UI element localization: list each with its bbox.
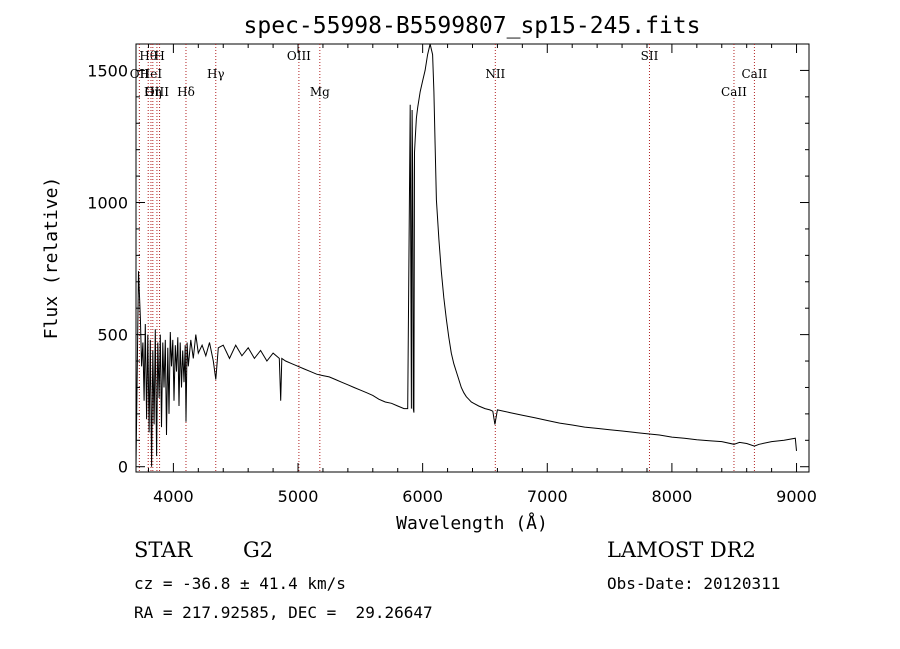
chart-title: spec-55998-B5599807_sp15-245.fits <box>244 13 701 39</box>
y-tick-label: 1000 <box>87 194 128 213</box>
line-marker-label: OIII <box>145 85 169 99</box>
redshift-text: cz = -36.8 ± 41.4 km/s <box>134 574 346 593</box>
object-class: STAR <box>134 538 193 562</box>
line-marker-label: Hδ <box>177 85 195 99</box>
line-marker-label: Mg <box>310 85 330 99</box>
line-marker-label: Hη <box>144 85 162 99</box>
line-marker-label: CaII <box>741 67 767 81</box>
line-marker-label: CaII <box>721 85 747 99</box>
line-marker-label: NII <box>485 67 505 81</box>
line-marker-label: OIII <box>287 49 311 63</box>
x-tick-label: 9000 <box>776 487 817 506</box>
survey-label: LAMOST DR2 <box>607 538 756 562</box>
x-tick-label: 7000 <box>527 487 568 506</box>
y-tick-label: 1500 <box>87 61 128 80</box>
coordinates-text: RA = 217.92585, DEC = 29.26647 <box>134 603 433 622</box>
obs-date-text: Obs-Date: 20120311 <box>607 574 781 593</box>
line-marker-label: Hγ <box>207 67 225 81</box>
spectrum-line <box>135 43 797 467</box>
x-tick-label: 8000 <box>652 487 693 506</box>
line-marker-label: SII <box>641 49 659 63</box>
line-marker-label: H <box>154 49 164 63</box>
y-tick-label: 0 <box>118 458 128 477</box>
plot-frame <box>135 43 810 473</box>
axes: 4000 5000 6000 7000 8000 9000 0 500 1000 1500 <box>87 44 817 506</box>
x-tick-label: 4000 <box>153 487 194 506</box>
line-marker-label: HeI <box>140 67 163 81</box>
x-tick-label: 6000 <box>402 487 443 506</box>
object-subclass: G2 <box>243 538 274 562</box>
x-axis-label: Wavelength (Å) <box>396 512 548 534</box>
x-tick-label: 5000 <box>278 487 319 506</box>
y-axis-label: Flux (relative) <box>41 177 62 340</box>
y-tick-label: 500 <box>97 326 128 345</box>
spectrum-series <box>135 43 797 467</box>
